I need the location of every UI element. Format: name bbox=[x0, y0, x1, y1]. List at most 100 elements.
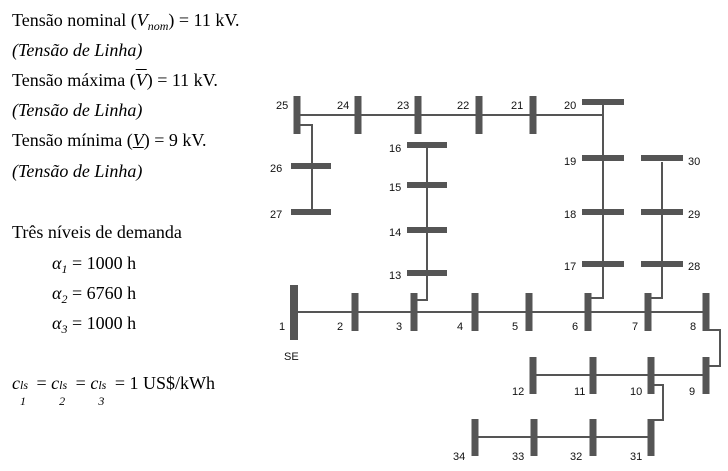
cost-equals: = bbox=[32, 373, 52, 393]
nominal-voltage-label: Tensão nominal ( bbox=[12, 10, 137, 30]
demand-level-value: = 6760 h bbox=[67, 283, 137, 303]
bus-label-10: 10 bbox=[630, 386, 642, 398]
bus-22 bbox=[475, 96, 483, 134]
feeder-line-6-20 bbox=[587, 105, 604, 312]
bus-9 bbox=[702, 357, 710, 394]
bus-32 bbox=[589, 419, 597, 456]
bus-28 bbox=[641, 261, 683, 267]
nominal-voltage-note: (Tensão de Linha) bbox=[12, 40, 143, 60]
bus-23 bbox=[414, 96, 422, 134]
bus-24 bbox=[354, 96, 362, 134]
bus-14 bbox=[407, 227, 447, 233]
feeder-line-7-30 bbox=[647, 162, 663, 312]
bus-8 bbox=[702, 293, 710, 331]
cost-superscript: ls bbox=[98, 378, 107, 392]
bus-2 bbox=[351, 293, 359, 331]
cost-value: = 1 US$/kWh bbox=[110, 373, 215, 393]
bus-label-26: 26 bbox=[270, 163, 282, 175]
cost-equals: = bbox=[71, 373, 91, 393]
bus-label-18: 18 bbox=[564, 209, 576, 221]
bus-label-20: 20 bbox=[564, 100, 576, 112]
bus-18 bbox=[582, 209, 624, 215]
bus-label-33: 33 bbox=[512, 451, 524, 463]
bus-label-32: 32 bbox=[570, 451, 582, 463]
bus-label-22: 22 bbox=[457, 100, 469, 112]
bus-label-11: 11 bbox=[574, 386, 585, 398]
min-voltage-value: ) = 9 kV. bbox=[143, 130, 207, 150]
bus-label-23: 23 bbox=[397, 100, 409, 112]
bus-4 bbox=[471, 293, 479, 331]
feeder-line-8-9 bbox=[706, 329, 721, 367]
bus-label-14: 14 bbox=[389, 227, 401, 239]
bus-29 bbox=[641, 209, 683, 215]
bus-label-31: 31 bbox=[630, 451, 642, 463]
min-voltage-symbol: V bbox=[132, 130, 144, 150]
bus-25 bbox=[293, 96, 301, 134]
max-voltage-line: Tensão máxima (V) = 11 kV. bbox=[12, 70, 218, 90]
bus-27 bbox=[291, 209, 331, 215]
bus-label-3: 3 bbox=[396, 321, 402, 333]
cost-symbol: c bbox=[51, 373, 60, 393]
cost-symbol: c bbox=[12, 373, 20, 393]
bus-30 bbox=[641, 155, 683, 161]
demand-level-symbol: α bbox=[52, 253, 62, 273]
bus-label-9: 9 bbox=[689, 386, 695, 398]
bus-label-25: 25 bbox=[276, 100, 288, 112]
bus-3 bbox=[410, 293, 418, 331]
demand-level-value: = 1000 h bbox=[67, 253, 137, 273]
bus-13 bbox=[407, 270, 447, 276]
max-voltage-symbol: V bbox=[135, 70, 147, 90]
bus-21 bbox=[529, 96, 537, 134]
bus-19 bbox=[582, 155, 624, 161]
bus-label-29: 29 bbox=[688, 209, 700, 221]
bus-label-6: 6 bbox=[572, 321, 578, 333]
cost-superscript: ls bbox=[20, 378, 29, 392]
max-voltage-label: Tensão máxima ( bbox=[12, 70, 136, 90]
demand-level-subscript: 2 bbox=[61, 292, 68, 306]
bus-label-12: 12 bbox=[512, 386, 524, 398]
bus-label-28: 28 bbox=[688, 261, 700, 273]
nominal-voltage-line: Tensão nominal (Vnom) = 11 kV. bbox=[12, 10, 240, 36]
feeder-line-25-27 bbox=[297, 124, 313, 215]
demand-level-symbol: α bbox=[52, 313, 62, 333]
cost-subscript: 3 bbox=[98, 394, 105, 408]
bus-33 bbox=[530, 419, 538, 456]
bus-10 bbox=[647, 357, 655, 394]
bus-26 bbox=[291, 163, 331, 169]
bus-label-7: 7 bbox=[632, 321, 638, 333]
cost-equation: c ls 1 = c ls 2 = c ls 3 = 1 US$/kWh bbox=[12, 373, 215, 408]
demand-level-3: α3 = 1000 h bbox=[52, 313, 136, 339]
cost-subscript: 1 bbox=[20, 394, 26, 408]
bus-label-27: 27 bbox=[270, 209, 282, 221]
bus-label-5: 5 bbox=[512, 321, 518, 333]
demand-title: Três níveis de demanda bbox=[12, 222, 182, 242]
max-voltage-note: (Tensão de Linha) bbox=[12, 100, 143, 120]
bus-label-4: 4 bbox=[457, 321, 463, 333]
bus-label-8: 8 bbox=[690, 321, 696, 333]
demand-level-2: α2 = 6760 h bbox=[52, 283, 136, 309]
demand-level-1: α1 = 1000 h bbox=[52, 253, 136, 279]
bus-label-24: 24 bbox=[337, 100, 349, 112]
bus-11 bbox=[589, 357, 597, 394]
demand-level-value: = 1000 h bbox=[67, 313, 137, 333]
demand-level-subscript: 1 bbox=[61, 262, 68, 276]
bus-20 bbox=[582, 99, 624, 105]
bus-label-34: 34 bbox=[453, 451, 465, 463]
bus-16 bbox=[407, 142, 447, 148]
bus-label-2: 2 bbox=[337, 321, 343, 333]
bus-31 bbox=[647, 419, 655, 456]
bus-6 bbox=[584, 293, 592, 331]
cost-subscript: 2 bbox=[59, 394, 66, 408]
bus-label-21: 21 bbox=[511, 100, 523, 112]
min-voltage-line: Tensão mínima (V) = 9 kV. bbox=[12, 130, 207, 150]
demand-level-subscript: 3 bbox=[61, 322, 68, 336]
bus-17 bbox=[582, 261, 624, 267]
nominal-voltage-value: ) = 11 kV. bbox=[168, 10, 240, 30]
bus-label-30: 30 bbox=[688, 156, 700, 168]
bus-5 bbox=[525, 293, 533, 331]
cost-symbol: c bbox=[90, 373, 99, 393]
bus-7 bbox=[644, 293, 652, 331]
bus-label-13: 13 bbox=[389, 270, 401, 282]
bus-34 bbox=[471, 419, 479, 456]
nominal-voltage-symbol: V bbox=[136, 10, 148, 30]
